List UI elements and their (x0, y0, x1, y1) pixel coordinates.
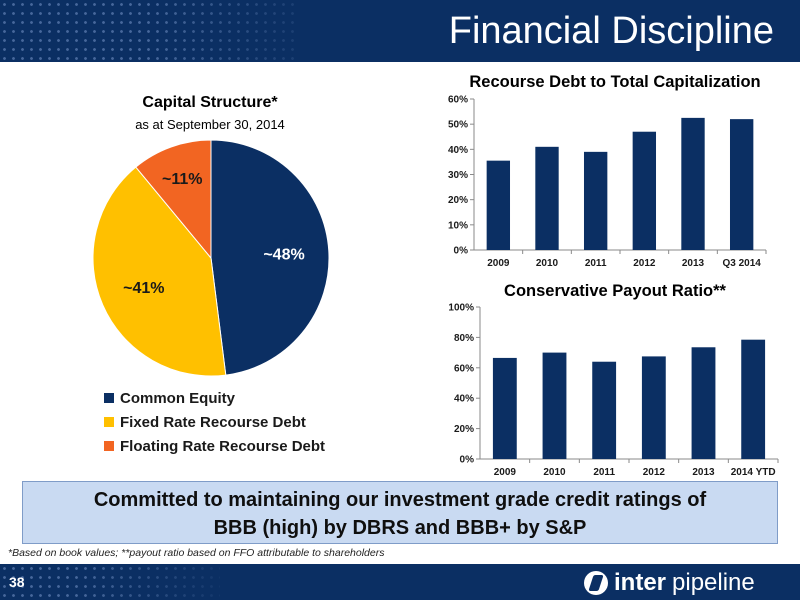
callout-line-1: Committed to maintaining our investment … (93, 489, 707, 511)
logo-text-light: pipeline (672, 569, 755, 596)
footnote: *Based on book values; **payout ratio ba… (8, 547, 385, 559)
page-number: 38 (9, 574, 25, 590)
legend-item-floating-rate-recourse-debt: Floating Rate Recourse Debt (104, 434, 325, 458)
pie-data-label: ~11% (162, 171, 202, 188)
pie-chart-title: Capital Structure* (142, 94, 278, 111)
legend-swatch (104, 441, 114, 451)
logo-text-bold: inter (614, 569, 667, 596)
pie-slice-common-equity (210, 139, 330, 376)
pie-data-label: ~48% (263, 246, 304, 263)
pie-chart-subtitle: as at September 30, 2014 (135, 117, 285, 132)
pie-data-label: ~41% (123, 280, 164, 297)
page-title: Financial Discipline (448, 10, 774, 52)
legend-label: Common Equity (120, 389, 235, 407)
header-bar: Financial Discipline (0, 0, 800, 62)
legend-swatch (104, 417, 114, 427)
logo-icon (584, 571, 608, 595)
inter-pipeline-logo: inter pipeline (584, 569, 755, 597)
pie-legend: Common Equity Fixed Rate Recourse Debt F… (104, 386, 325, 458)
ratings-callout-box: Committed to maintaining our investment … (22, 481, 778, 544)
payout-ratio-chart-title: Conservative Payout Ratio** (504, 282, 726, 300)
callout-line-2: BBB (high) by DBRS and BBB+ by S&P (213, 517, 587, 539)
pie-slice-floating-rate-recourse-debt (135, 139, 212, 260)
pie-slice-fixed-rate-recourse-debt (92, 166, 227, 377)
recourse-debt-chart-title: Recourse Debt to Total Capitalization (469, 73, 761, 91)
legend-label: Floating Rate Recourse Debt (120, 437, 326, 455)
legend-item-common-equity: Common Equity (104, 386, 325, 410)
legend-label: Fixed Rate Recourse Debt (120, 413, 306, 431)
footer-bar: 38 inter pipeline (0, 564, 800, 600)
legend-swatch (104, 393, 114, 403)
legend-item-fixed-rate-recourse-debt: Fixed Rate Recourse Debt (104, 410, 325, 434)
